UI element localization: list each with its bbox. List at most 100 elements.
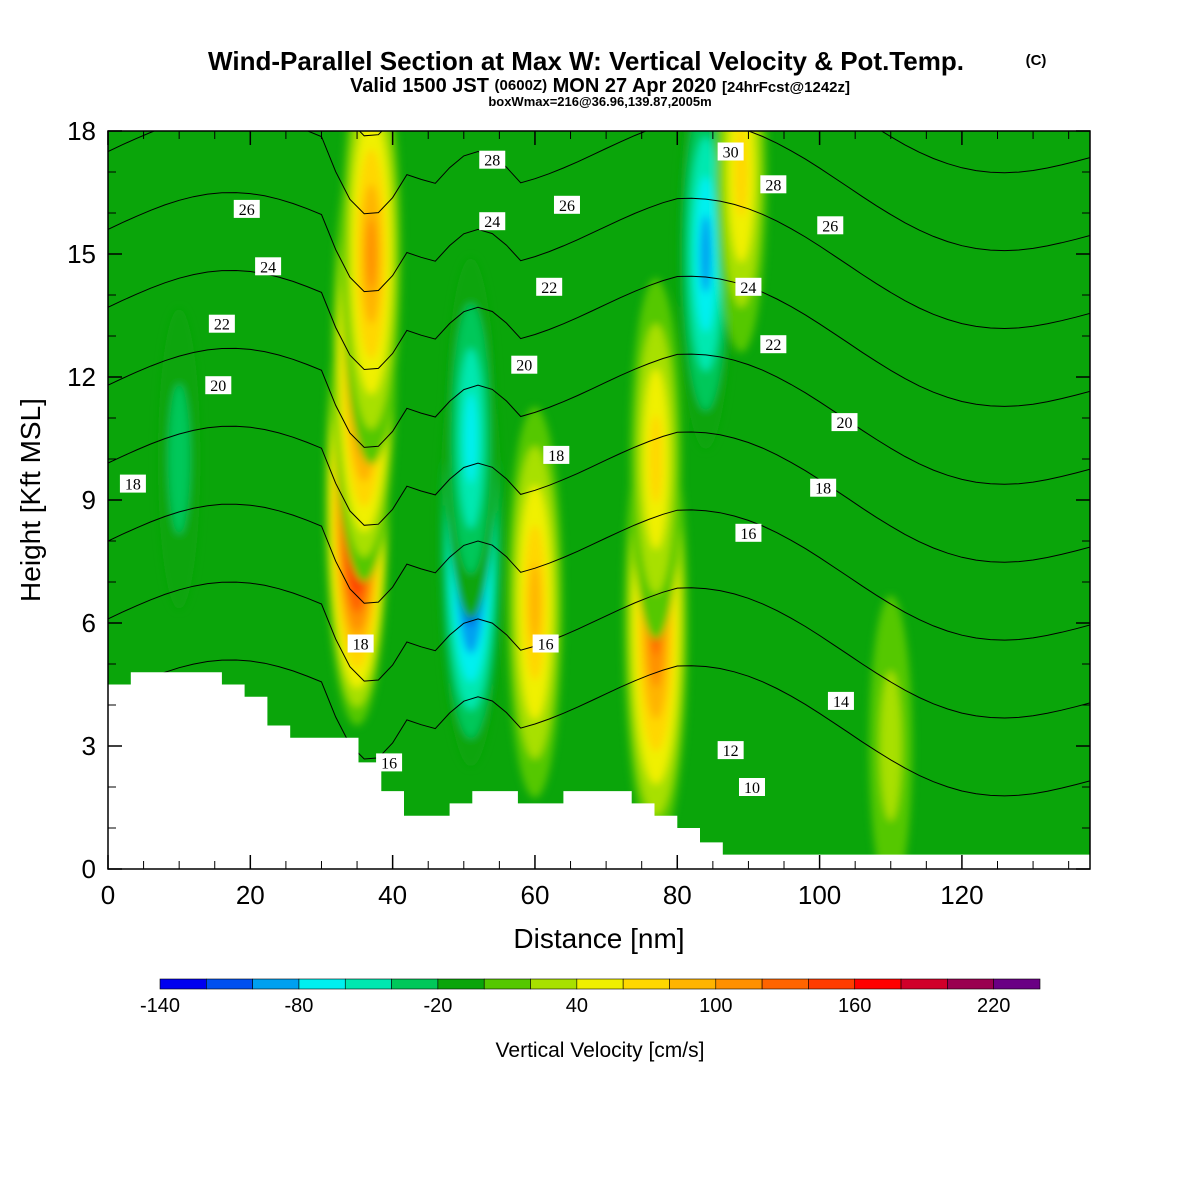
contour-label-box: [511, 355, 538, 374]
velocity-cell: [341, 131, 402, 465]
contour-label-box: [543, 445, 570, 464]
x-tick-label: 80: [663, 880, 692, 910]
contour-label-box: [532, 634, 559, 653]
contour-label-box: [255, 257, 282, 276]
y-tick-label: 9: [82, 485, 96, 515]
velocity-contour-band: [649, 413, 663, 505]
velocity-cell: [157, 308, 201, 610]
contour-label-text: 26: [239, 202, 255, 219]
contour-label-box: [810, 478, 837, 497]
y-tick-label: 15: [67, 239, 96, 269]
contour-label: 18: [347, 634, 374, 654]
colorbar-swatch: [159, 978, 207, 990]
plot-area: 18 20 22 24 26 18 16 28 24 26 22 20 18 16 30 28 26 24 22 20…: [108, 131, 1090, 869]
velocity-contour-band: [529, 563, 541, 642]
velocity-contour-band: [464, 393, 478, 484]
contour-label: 28: [479, 150, 506, 170]
contour-label-text: 22: [541, 280, 557, 297]
isentrope-line: [108, 503, 1090, 641]
contour-label-box: [760, 175, 787, 194]
contour-label: 16: [532, 634, 559, 654]
velocity-cell: [445, 258, 497, 619]
contour-label: 24: [735, 277, 762, 297]
isentrope-line: [358, 131, 1090, 174]
velocity-contour-band: [880, 670, 902, 822]
potential-temperature-contours: [108, 131, 1090, 797]
velocity-contour-band: [168, 383, 190, 535]
contour-label: 10: [738, 778, 765, 797]
y-tick-label: 18: [67, 116, 96, 146]
velocity-cell: [630, 278, 682, 640]
contour-label-box: [738, 778, 765, 796]
contour-label: 18: [810, 478, 837, 498]
contour-label-box: [347, 634, 374, 653]
contour-label-box: [827, 691, 854, 710]
x-tick-label: 100: [798, 880, 841, 910]
colorbar-label: 220: [977, 995, 1010, 1017]
x-tick-label: 40: [378, 880, 407, 910]
contour-label-text: 20: [516, 358, 532, 375]
contour-label: 30: [717, 142, 744, 162]
axes: 0 20 40 60 80 100 120 0 3 6 9 12 15 18: [67, 116, 1090, 910]
contour-label: 22: [536, 277, 563, 297]
contour-label-box: [717, 142, 744, 161]
contour-label-box: [735, 277, 762, 296]
contour-label-text: 30: [723, 145, 739, 162]
contour-label-text: 28: [765, 177, 781, 194]
contour-label-text: 18: [548, 448, 564, 465]
velocity-cell: [715, 131, 767, 353]
colorbar-swatch: [391, 978, 439, 990]
colorbar: -140 -80 -20 40 100 160 220: [140, 978, 1041, 1017]
contour-label-text: 12: [723, 743, 739, 760]
isentrope-line: [108, 192, 1090, 330]
x-tick-label: 60: [520, 880, 549, 910]
colorbar-swatch: [993, 978, 1041, 990]
x-tick-label: 0: [101, 880, 115, 910]
colorbar-swatch: [808, 978, 856, 990]
colorbar-swatch: [206, 978, 253, 990]
contour-label-text: 18: [353, 637, 369, 654]
contour-label: 14: [827, 691, 854, 711]
contour-label-text: 22: [214, 317, 230, 334]
contour-labels: 18 20 22 24 26 18 16 28 24 26 22 20 18 16 30 28 26 24 22 20…: [119, 142, 858, 797]
valid-zulu: (0600Z): [495, 77, 548, 94]
colorbar-title: Vertical Velocity [cm/s]: [496, 1039, 705, 1062]
y-tick-label: 3: [82, 731, 96, 761]
colorbar-label: 160: [838, 995, 871, 1017]
contour-label-text: 22: [765, 337, 781, 354]
contour-label: 16: [735, 523, 762, 543]
contour-label-text: 16: [381, 755, 397, 772]
contour-label-text: 24: [740, 280, 756, 297]
chart-title: Wind-Parallel Section at Max W: Vertical…: [208, 46, 964, 76]
valid-time-line: Valid 1500 JST (0600Z) MON 27 Apr 2020 […: [350, 73, 850, 97]
valid-date: MON 27 Apr 2020: [553, 75, 717, 97]
velocity-cell: [869, 595, 913, 869]
contour-label-box: [831, 413, 858, 432]
contour-label-box: [553, 195, 580, 214]
contour-label-box: [817, 216, 844, 235]
contour-label: 24: [479, 212, 506, 231]
contour-label-box: [760, 335, 787, 354]
copyright-mark: (C): [1026, 52, 1047, 69]
isentrope-line: [108, 659, 1090, 797]
colorbar-swatch: [252, 978, 300, 990]
contour-label-box: [479, 150, 506, 169]
contour-label: 26: [233, 199, 260, 219]
contour-label-text: 28: [484, 153, 500, 170]
x-tick-label: 20: [236, 880, 265, 910]
contour-label: 26: [553, 195, 580, 215]
contour-label: 18: [543, 445, 570, 465]
isentrope-line: [108, 347, 1090, 485]
colorbar-label: -80: [284, 995, 313, 1017]
contour-label: 26: [817, 216, 844, 235]
colorbar-swatch: [622, 978, 670, 990]
y-axis-title: Height [Kft MSL]: [15, 398, 46, 602]
colorbar-swatch: [530, 978, 578, 990]
contour-label-box: [208, 314, 235, 333]
contour-label-text: 20: [837, 415, 853, 432]
colorbar-swatch: [344, 978, 392, 990]
colorbar-swatch: [854, 978, 902, 990]
colorbar-swatch: [900, 978, 948, 990]
contour-label-box: [735, 523, 762, 542]
